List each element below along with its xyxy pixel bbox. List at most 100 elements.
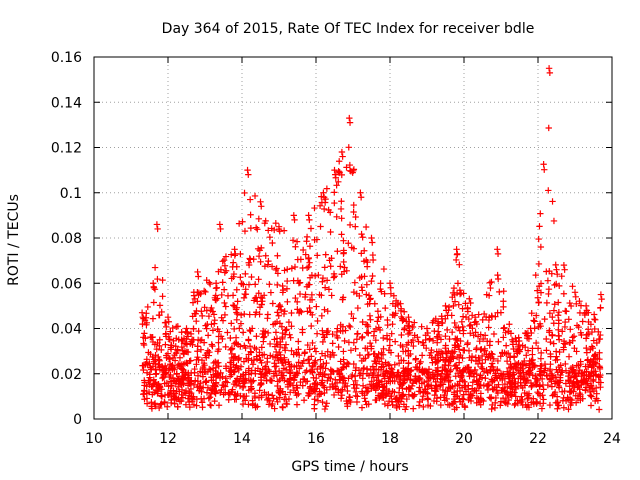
data-point (450, 389, 458, 396)
data-point (256, 387, 263, 394)
y-axis-label: ROTI / TECUs (6, 194, 22, 286)
data-point (269, 392, 276, 399)
data-point (237, 320, 245, 327)
data-point (423, 389, 431, 397)
data-point (195, 273, 202, 280)
data-point (358, 250, 365, 257)
data-point (346, 221, 354, 229)
data-point (238, 280, 245, 287)
data-point (321, 389, 328, 397)
data-point (345, 240, 352, 247)
data-point (399, 315, 406, 322)
data-point (153, 345, 160, 353)
data-point (279, 335, 286, 343)
data-point (258, 394, 265, 401)
data-point (446, 401, 453, 409)
data-point (282, 347, 289, 354)
data-point (316, 202, 324, 209)
data-point (281, 267, 288, 274)
data-point (335, 178, 342, 186)
data-point (241, 189, 248, 197)
data-point (231, 246, 238, 253)
data-point (347, 347, 355, 354)
data-point (360, 258, 368, 265)
data-point (479, 365, 486, 372)
data-point (323, 400, 330, 407)
data-point (215, 333, 222, 340)
data-point (338, 148, 346, 156)
data-point (434, 318, 442, 325)
data-point (577, 358, 584, 365)
data-point (474, 333, 482, 340)
data-point (139, 320, 146, 328)
data-point (219, 373, 226, 380)
data-point (311, 204, 318, 212)
data-point (307, 225, 315, 232)
data-point (318, 292, 325, 299)
data-point (219, 279, 226, 286)
data-point (492, 399, 499, 407)
data-point (550, 320, 557, 327)
plot-frame (93, 56, 613, 420)
data-point (499, 394, 507, 402)
data-point (468, 392, 476, 399)
data-point (277, 306, 285, 314)
data-point (156, 364, 163, 371)
data-point (549, 313, 556, 321)
data-point (550, 217, 558, 225)
data-point (409, 379, 417, 387)
data-point (299, 246, 307, 254)
data-point (237, 274, 244, 281)
data-point (358, 357, 366, 365)
data-point (389, 401, 396, 408)
data-point (306, 216, 313, 224)
data-point (566, 369, 573, 377)
data-point (537, 355, 545, 362)
data-point (409, 392, 417, 400)
data-point (544, 277, 552, 284)
data-point (411, 332, 418, 339)
data-point (597, 331, 604, 339)
data-point (537, 362, 544, 370)
data-point (264, 358, 271, 366)
data-point (499, 370, 507, 378)
data-point (447, 366, 454, 374)
data-point (345, 339, 353, 346)
data-point (525, 394, 533, 402)
data-point (519, 384, 526, 392)
data-point (412, 355, 420, 362)
data-point (208, 377, 215, 384)
data-point (343, 397, 350, 405)
data-point (331, 166, 338, 174)
data-point (553, 393, 561, 400)
data-point (466, 373, 473, 380)
data-point (190, 325, 197, 332)
data-point (255, 276, 262, 283)
data-point (583, 307, 591, 314)
data-point (323, 327, 331, 335)
data-point (546, 69, 554, 77)
data-point (147, 377, 154, 384)
data-point (274, 398, 281, 405)
data-point (593, 339, 601, 347)
data-point (208, 341, 215, 348)
data-point (215, 402, 223, 409)
data-point (155, 353, 162, 361)
data-point (375, 314, 382, 321)
data-point (235, 220, 243, 227)
data-point (409, 323, 417, 331)
data-point (187, 378, 194, 385)
data-point (346, 394, 354, 401)
data-point (534, 345, 542, 352)
data-point (368, 385, 375, 392)
data-point (437, 336, 445, 343)
data-point (357, 189, 364, 196)
y-tick-label: 0.16 (51, 50, 82, 66)
data-point (319, 274, 327, 282)
data-point (501, 324, 508, 331)
data-point (274, 252, 281, 259)
data-point (501, 349, 508, 356)
data-point (554, 405, 561, 412)
data-point (302, 251, 309, 258)
data-point (203, 354, 210, 361)
